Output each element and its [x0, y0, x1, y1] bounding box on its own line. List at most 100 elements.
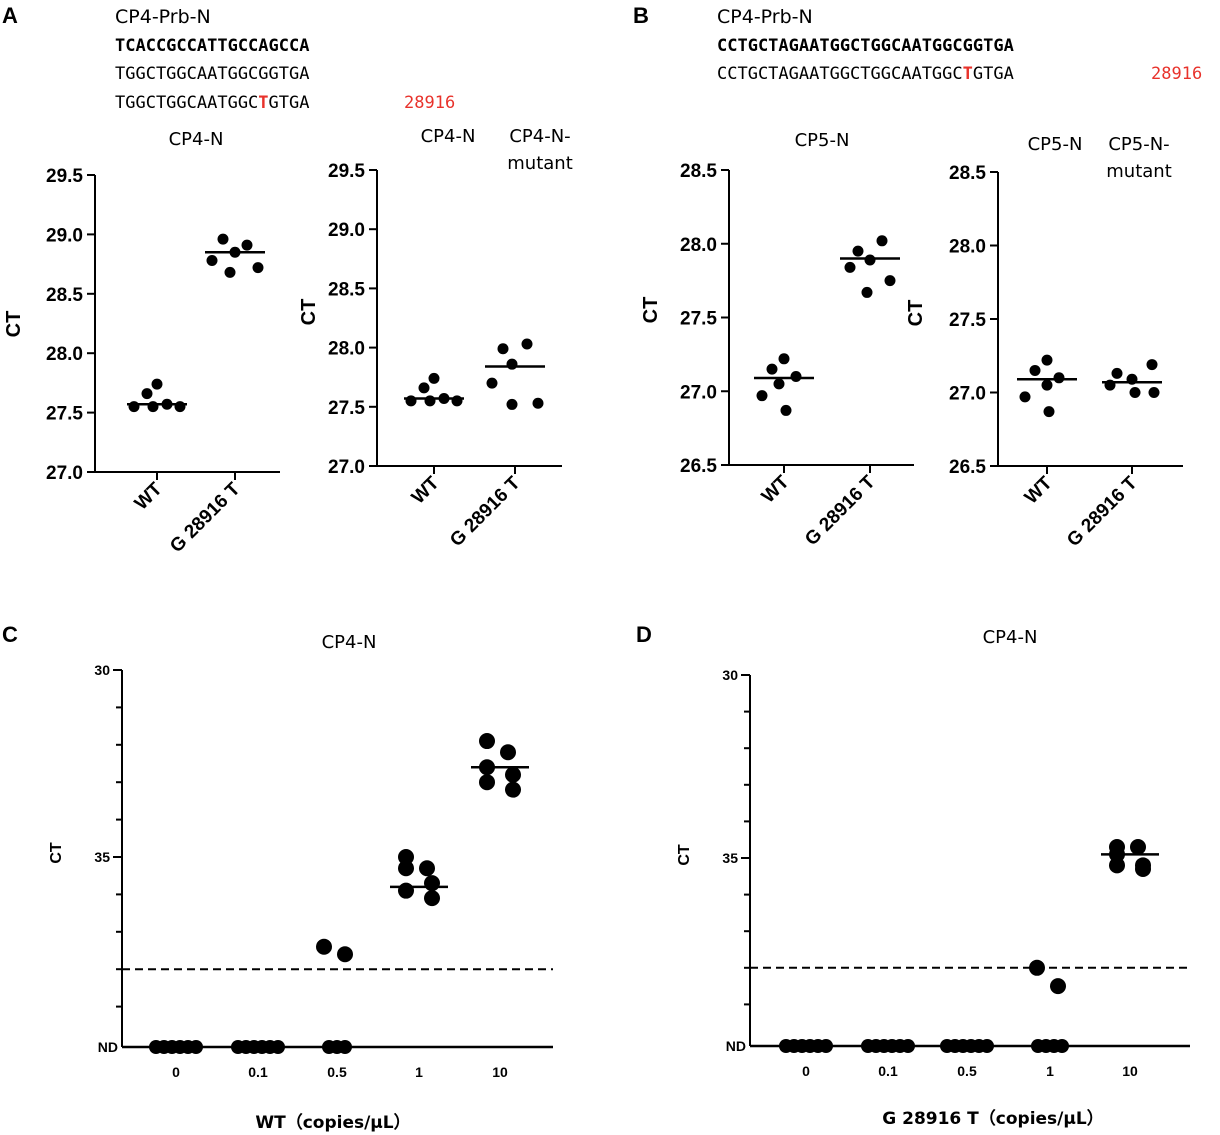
data-point [500, 744, 516, 761]
chart-cp5-n-mutant-probe: CP5-N CP5-N-mutant 26.5 27.0 27.5 28.0 28.5 CT W… [905, 134, 1183, 551]
data-point [147, 401, 159, 413]
x-tick-label: 1 [415, 1064, 423, 1080]
y-tick-label: 26.5 [680, 456, 717, 477]
reference-sequence-a: TGGCTGGCAATGGCGGTGA [115, 64, 309, 84]
x-tick-label: G 28916 T [446, 472, 525, 551]
data-point [1130, 839, 1146, 856]
data-point [206, 255, 218, 267]
y-axis-label: CT [676, 844, 693, 866]
data-point [773, 378, 785, 390]
data-point [337, 946, 353, 963]
y-tick-label: 27.0 [680, 382, 717, 403]
data-point [852, 245, 864, 257]
data-point-nd [189, 1040, 203, 1054]
data-point [861, 286, 873, 298]
chart-title: CP4-N [322, 632, 377, 653]
data-point [521, 338, 533, 350]
data-point [1135, 860, 1151, 877]
y-tick-label-nd: ND [98, 1039, 118, 1055]
panel-letter-d: D [636, 622, 652, 647]
data-point [419, 860, 435, 877]
y-tick-label: 27.0 [46, 463, 83, 484]
mutation-position-b: 28916 [1151, 64, 1202, 84]
y-tick-label: 28.0 [949, 237, 986, 258]
data-point-nd [819, 1039, 833, 1053]
probe-sequence-a: TCACCGCCATTGCCAGCCA [115, 36, 309, 56]
data-point [141, 388, 153, 400]
x-tick-label: WT [758, 471, 794, 507]
mutant-sequence-a: TGGCTGGCAATGGCTGTGA [115, 93, 310, 113]
y-tick-label-nd: ND [726, 1038, 746, 1054]
y-tick-label: 29.5 [328, 161, 365, 182]
x-tick-label: 1 [1046, 1063, 1054, 1079]
data-point [252, 262, 264, 274]
data-point [418, 382, 430, 394]
x-tick-label: 0 [172, 1064, 180, 1080]
mutation-position-a: 28916 [404, 93, 455, 113]
chart-title: CP4-N [169, 129, 224, 150]
data-point-nd [338, 1040, 352, 1054]
chart-cp5-n-wt-vs-mutant: CP5-N 26.5 27.0 27.5 28.0 28.5 CT WT G 28916 T [640, 130, 914, 550]
panel-letter-b: B [633, 3, 649, 28]
data-point [128, 401, 140, 413]
y-axis-label: CT [48, 842, 65, 864]
data-point [398, 860, 414, 877]
data-point [505, 781, 521, 798]
data-point [217, 233, 229, 245]
data-point [405, 395, 417, 407]
data-point [790, 371, 802, 382]
y-tick-label: 28.5 [328, 279, 365, 300]
data-point [1043, 406, 1055, 418]
y-tick-label-30: 30 [94, 662, 110, 678]
y-tick-label: 27.0 [949, 384, 986, 405]
y-tick-label: 27.5 [949, 310, 986, 331]
y-tick-label-35: 35 [722, 850, 738, 866]
chart-title-second: CP5-N- [1108, 134, 1169, 155]
data-point [424, 875, 440, 892]
data-point [398, 882, 414, 899]
x-tick-label: G 28916 T [166, 478, 245, 557]
data-point [1129, 387, 1141, 398]
data-point [398, 849, 414, 865]
x-tick-label: WT [408, 472, 444, 508]
x-tick-label: 10 [492, 1064, 508, 1080]
y-tick-label: 29.5 [46, 166, 83, 187]
data-point [506, 398, 518, 410]
data-point [1109, 857, 1125, 874]
y-axis-label: CT [298, 299, 320, 326]
chart-title-second-line2: mutant [1106, 161, 1172, 182]
x-tick-label: 0 [802, 1063, 810, 1079]
data-point [424, 395, 436, 407]
y-tick-label: 28.5 [949, 163, 986, 184]
y-tick-label-30: 30 [722, 667, 738, 683]
data-point [506, 358, 518, 370]
data-point [428, 372, 440, 384]
data-point [174, 401, 186, 413]
data-point [451, 395, 463, 407]
x-axis-label: G 28916 T（copies/μL） [882, 1108, 1103, 1129]
y-tick-label: 28.0 [328, 339, 365, 360]
chart-cp4-n-mutant-probe: CP4-N CP4-N-mutant 27.0 27.5 28.0 28.5 29.0 29.… [298, 126, 573, 551]
y-tick-label: 28.0 [680, 235, 717, 256]
data-point [1019, 391, 1031, 403]
data-point [778, 353, 790, 365]
data-point [844, 261, 856, 273]
data-point [241, 239, 253, 251]
mutant-seq-pre-a: TGGCTGGCAATGGC [115, 93, 258, 113]
y-tick-label: 29.0 [328, 220, 365, 241]
probe-title-a: CP4-Prb-N [115, 6, 211, 28]
chart-title: CP4-N [983, 627, 1038, 648]
chart-title: CP4-N [421, 126, 476, 147]
x-tick-label: WT [1021, 472, 1057, 508]
chart-title-second-line2: mutant [507, 153, 573, 174]
data-point [424, 890, 440, 907]
chart-lod-wt: CP4-N 30 35 ND CT 0 0.1 0.5 1 10 WT（copies/μL） [48, 632, 553, 1133]
mutant-base-a: T [258, 93, 268, 113]
probe-sequence-b: CCTGCTAGAATGGCTGGCAATGGCGGTGA [717, 36, 1014, 56]
y-tick-label: 27.5 [328, 398, 365, 419]
data-point-nd [271, 1040, 285, 1054]
data-point [497, 343, 509, 355]
mutant-seq-post-a: GTGA [269, 93, 310, 113]
data-point [479, 733, 495, 750]
